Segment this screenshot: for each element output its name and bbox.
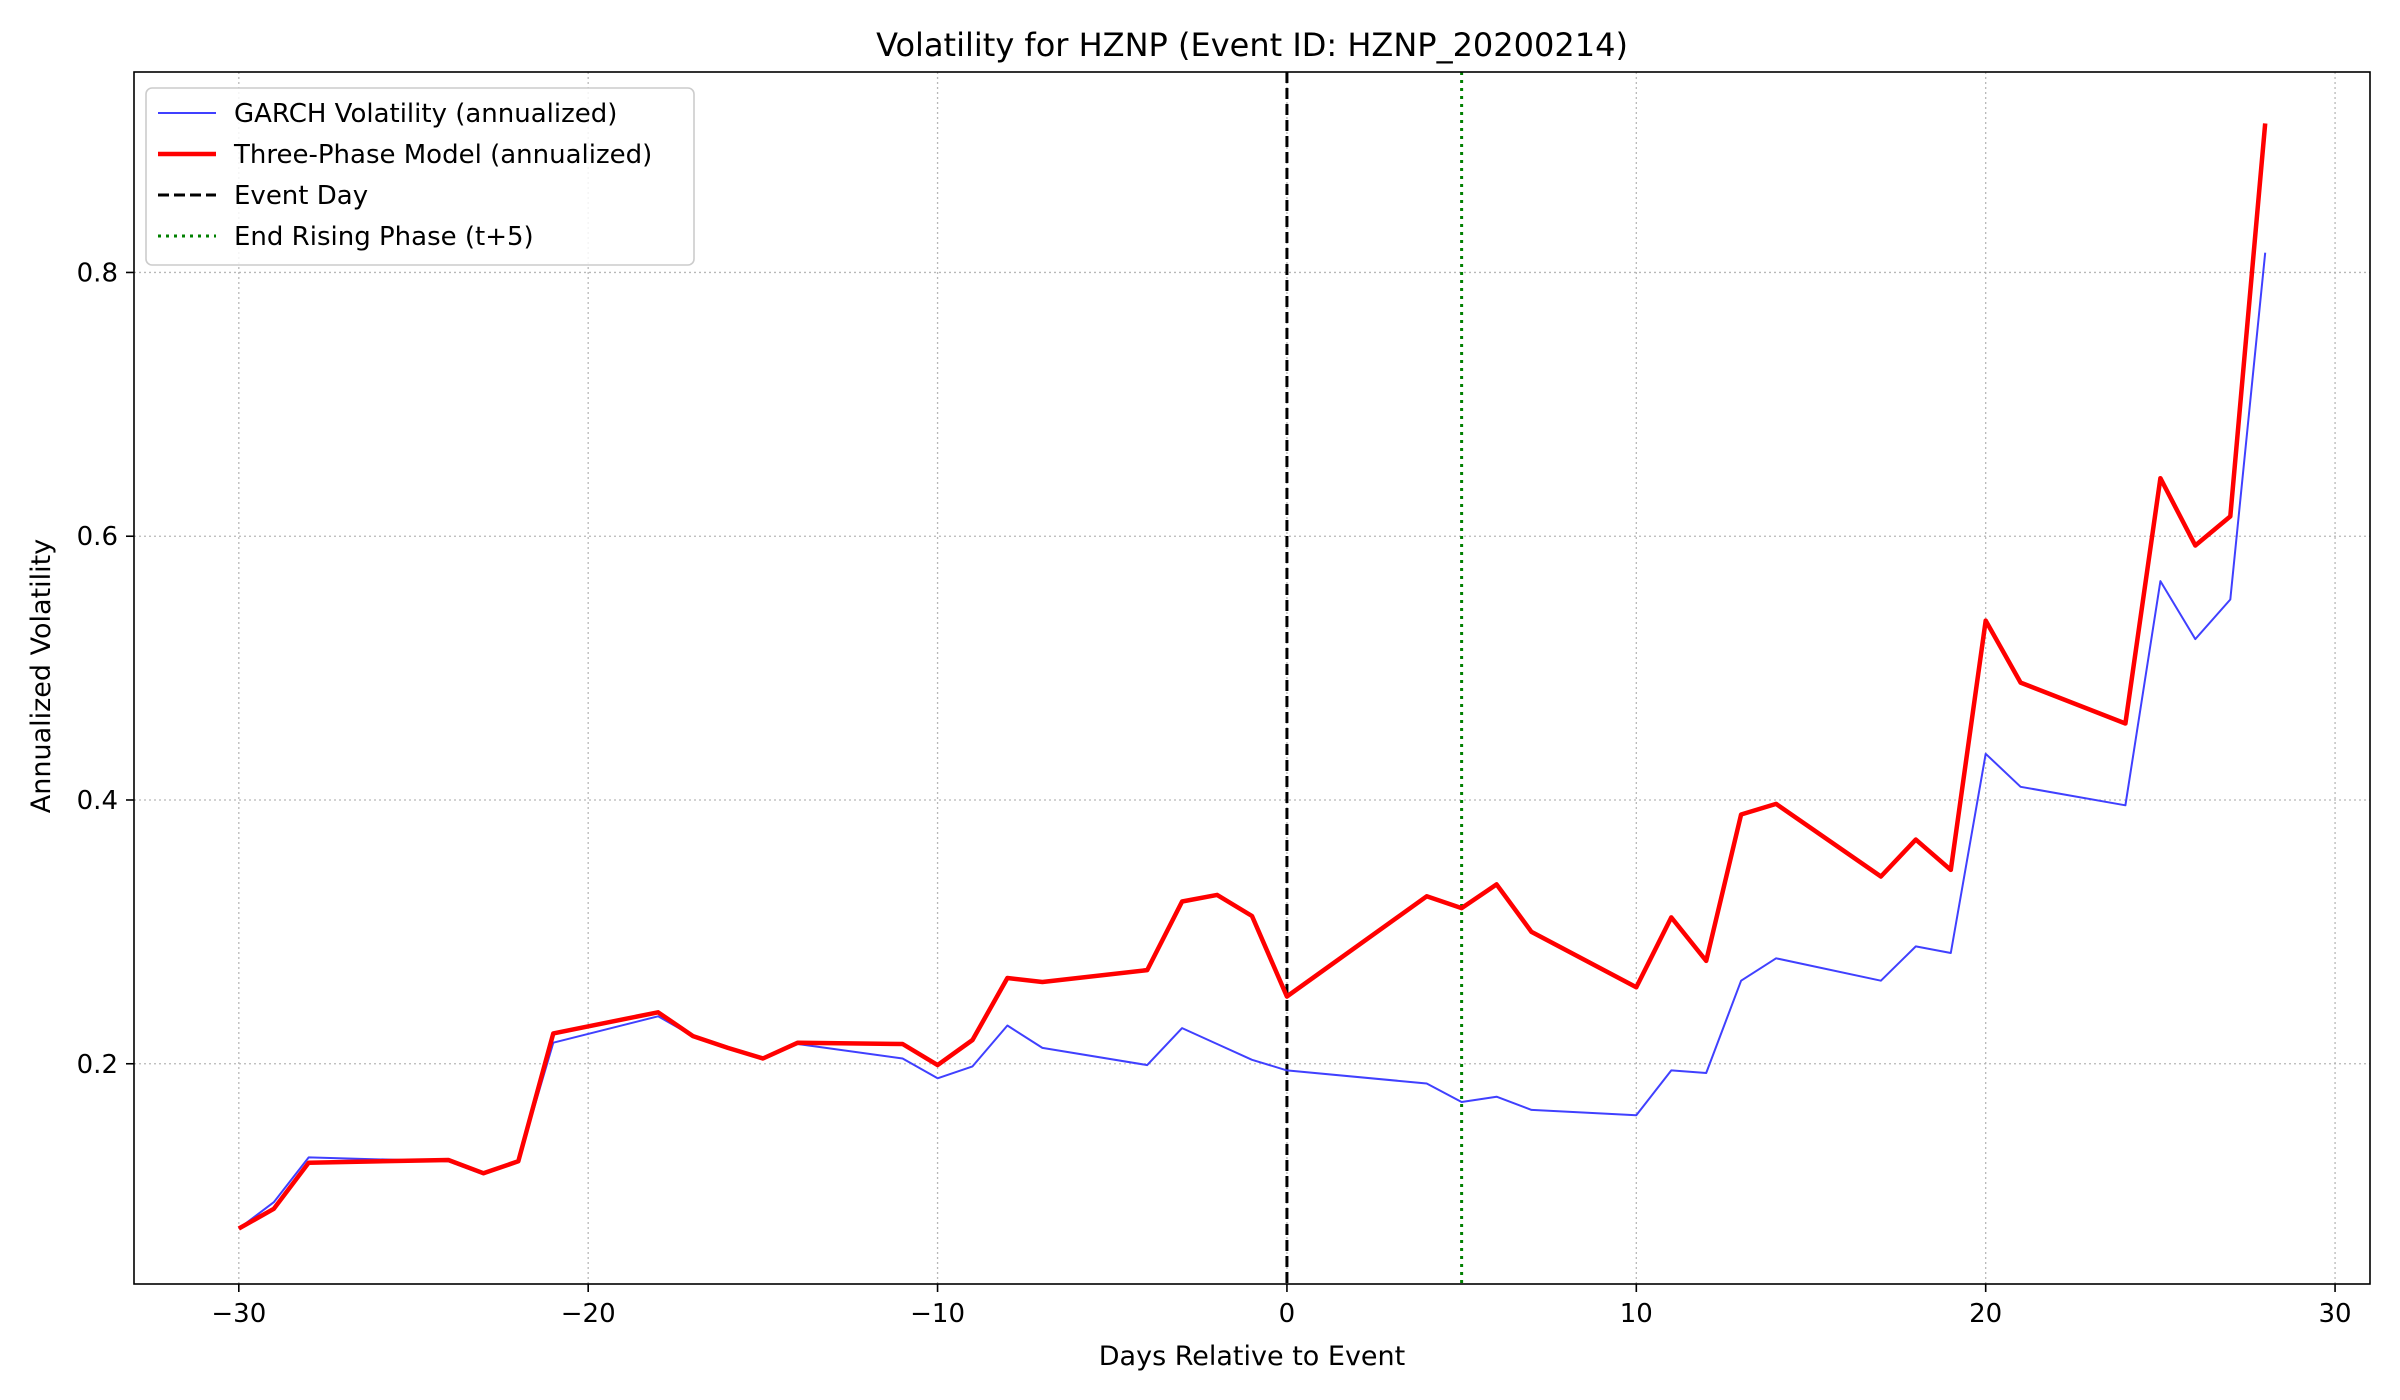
x-tick-label: 30 <box>2319 1299 2352 1329</box>
legend: GARCH Volatility (annualized) Three-Phas… <box>145 87 695 266</box>
chart-title: Volatility for HZNP (Event ID: HZNP_2020… <box>876 26 1628 64</box>
x-tick-label: 0 <box>1279 1299 1296 1329</box>
y-tick-label: 0.4 <box>77 786 118 816</box>
x-tick-label: −30 <box>211 1299 266 1329</box>
y-tick-label: 0.8 <box>77 258 118 288</box>
reference-lines <box>1285 72 1464 1284</box>
garch-volatility-line <box>238 252 2267 1230</box>
series-layer <box>237 123 2268 1231</box>
legend-label-end-rising-phase: End Rising Phase (t+5) <box>234 222 534 252</box>
legend-box <box>145 87 695 266</box>
plot-frame <box>133 71 2371 1285</box>
tick-layer: −30 −20 −10 0 10 20 30 0.2 0.4 0.6 0.8 <box>77 258 2352 1329</box>
legend-label-garch: GARCH Volatility (annualized) <box>234 99 617 129</box>
three-phase-model-line <box>237 123 2268 1231</box>
legend-label-event-day: Event Day <box>234 181 368 211</box>
y-tick-label: 0.6 <box>77 522 118 552</box>
legend-label-three-phase: Three-Phase Model (annualized) <box>233 140 652 170</box>
y-axis-label: Annualized Volatility <box>26 539 57 813</box>
x-axis-label: Days Relative to Event <box>1099 1341 1405 1372</box>
x-tick-label: −20 <box>561 1299 616 1329</box>
x-tick-label: 20 <box>1969 1299 2002 1329</box>
x-tick-label: 10 <box>1620 1299 1653 1329</box>
x-tick-label: −10 <box>910 1299 965 1329</box>
y-tick-label: 0.2 <box>77 1050 118 1080</box>
